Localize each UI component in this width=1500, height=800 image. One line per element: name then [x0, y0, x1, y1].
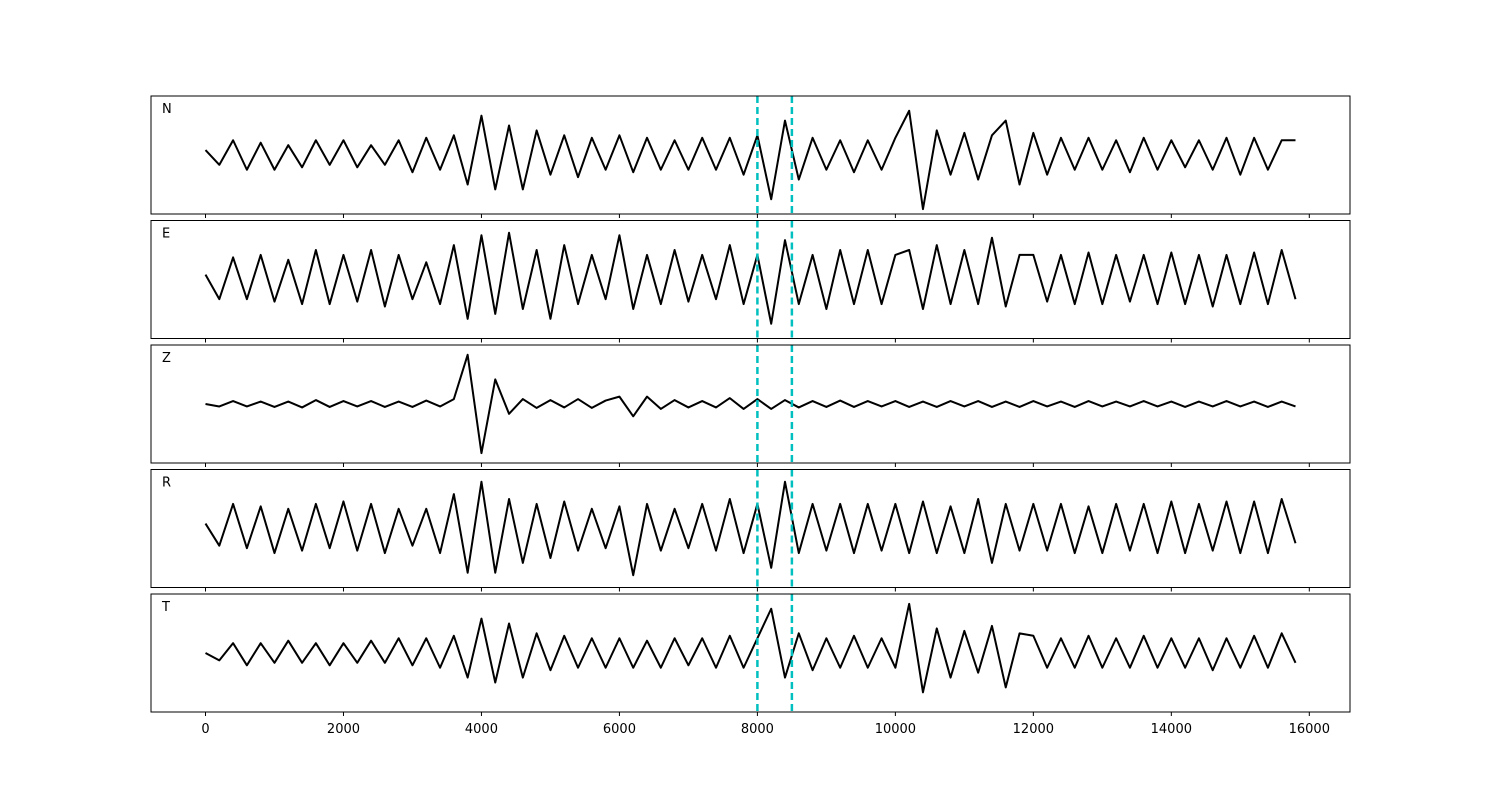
x-tick-label: 10000 [875, 722, 916, 737]
x-tick-label: 12000 [1013, 722, 1054, 737]
trace [204, 480, 1297, 577]
panel-frame [150, 344, 1351, 464]
x-tick-label: 14000 [1151, 722, 1192, 737]
x-tick-label: 4000 [465, 722, 498, 737]
panel-label: E [162, 227, 170, 242]
x-tick-label: 0 [201, 722, 209, 737]
trace [205, 602, 1297, 694]
panel-frame [150, 593, 1351, 713]
x-tick-label: 8000 [741, 722, 774, 737]
panel-label: Z [162, 351, 171, 366]
panel-label: N [162, 102, 172, 117]
panel-frame [150, 469, 1351, 588]
x-tick-label: 6000 [603, 722, 636, 737]
trace [204, 109, 1296, 211]
x-tick-label: 16000 [1289, 722, 1330, 737]
panel-label: T [161, 600, 170, 615]
panel-frame [150, 95, 1351, 215]
x-tick-label: 2000 [327, 722, 360, 737]
trace [205, 353, 1296, 455]
panel-label: R [162, 476, 171, 491]
trace [204, 231, 1297, 325]
panel-frame [150, 220, 1351, 339]
